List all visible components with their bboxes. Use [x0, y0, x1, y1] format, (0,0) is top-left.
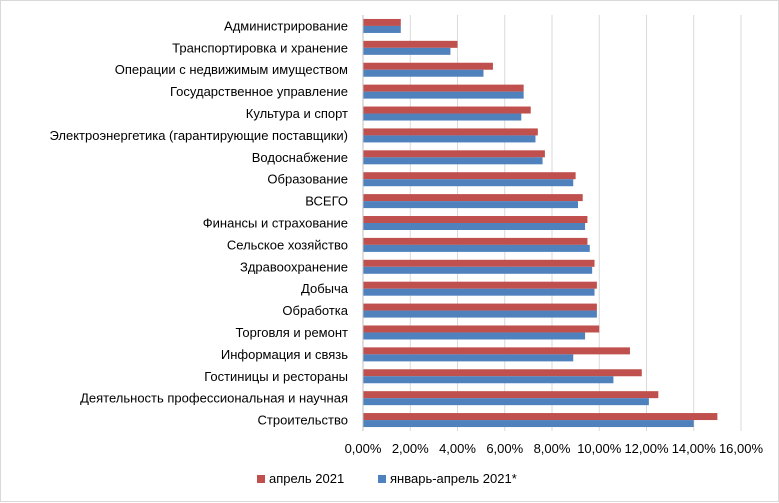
category-label: Водоснабжение: [252, 150, 348, 165]
legend-label: апрель 2021: [269, 471, 344, 486]
x-tick-label: 6,00%: [486, 441, 523, 456]
bar-jan-apr: [363, 223, 586, 230]
bar-april: [363, 281, 597, 289]
category-label: Строительство: [258, 413, 348, 428]
bar-april: [363, 347, 630, 355]
category-label: Здравоохранение: [240, 259, 348, 274]
bar-jan-apr: [363, 91, 524, 99]
x-tick-label: 8,00%: [534, 441, 571, 456]
category-label: ВСЕГО: [305, 194, 348, 209]
bar-april: [363, 194, 583, 202]
bar-jan-apr: [363, 69, 484, 77]
bar-april: [363, 62, 493, 70]
bar-jan-apr: [363, 179, 574, 187]
legend: апрель 2021 январь-апрель 2021*: [257, 471, 517, 486]
category-label: Операции с недвижимым имуществом: [115, 62, 348, 77]
legend-swatch: [378, 475, 386, 483]
bar-jan-apr: [363, 420, 694, 428]
category-label: Информация и связь: [221, 347, 348, 362]
bar-jan-apr: [363, 354, 574, 362]
legend-swatch: [257, 475, 265, 483]
category-label: Торговля и ремонт: [235, 325, 348, 340]
category-label: Администрирование: [224, 18, 348, 33]
bar-april: [363, 391, 659, 399]
category-label: Государственное управление: [170, 84, 348, 99]
x-tick-label: 12,00%: [624, 441, 669, 456]
bar-april: [363, 369, 642, 377]
category-label: Транспортировка и хранение: [172, 40, 348, 55]
x-tick-label: 4,00%: [439, 441, 476, 456]
bar-jan-apr: [363, 244, 590, 252]
x-tick-label: 10,00%: [577, 441, 622, 456]
bar-jan-apr: [363, 310, 597, 318]
bar-april: [363, 106, 531, 114]
category-label: Электроэнергетика (гарантирующие поставщ…: [50, 128, 349, 143]
bar-jan-apr: [363, 113, 522, 121]
bar-april: [363, 18, 401, 26]
category-label: Обработка: [282, 303, 348, 318]
bar-april: [363, 303, 597, 311]
bar-april: [363, 259, 595, 267]
category-label: Сельское хозяйство: [227, 237, 348, 252]
bar-april: [363, 40, 458, 48]
bar-april: [363, 172, 576, 180]
legend-label: январь-апрель 2021*: [390, 471, 517, 486]
bar-april: [363, 150, 545, 158]
bar-april: [363, 325, 600, 333]
category-label: Образование: [267, 172, 348, 187]
bar-jan-apr: [363, 47, 451, 55]
bar-jan-apr: [363, 25, 401, 33]
bar-jan-apr: [363, 157, 543, 165]
category-labels: Администрирование Транспортировка и хране…: [50, 18, 349, 427]
bar-jan-apr: [363, 376, 614, 384]
category-label: Финансы и страхование: [203, 216, 348, 231]
bar-jan-apr: [363, 398, 649, 406]
bar-jan-apr: [363, 288, 595, 296]
category-label: Культура и спорт: [246, 106, 348, 121]
category-label: Добыча: [301, 281, 349, 296]
x-tick-label: 0,00%: [345, 441, 382, 456]
bar-april: [363, 84, 524, 92]
x-tick-label: 16,00%: [719, 441, 764, 456]
x-tick-label: 14,00%: [672, 441, 717, 456]
bar-april: [363, 413, 718, 421]
category-label: Деятельность профессиональная и научная: [80, 391, 348, 406]
bars: [363, 18, 718, 428]
bar-jan-apr: [363, 201, 578, 209]
bar-jan-apr: [363, 266, 593, 274]
bar-jan-apr: [363, 135, 536, 143]
bar-april: [363, 237, 588, 245]
bar-jan-apr: [363, 332, 586, 340]
bar-april: [363, 216, 588, 223]
bar-april: [363, 128, 538, 136]
x-tick-label: 2,00%: [392, 441, 429, 456]
category-label: Гостиницы и рестораны: [204, 369, 348, 384]
tick-labels: 0,00% 2,00% 4,00% 6,00% 8,00% 10,00% 12,00% 14,…: [345, 441, 764, 456]
